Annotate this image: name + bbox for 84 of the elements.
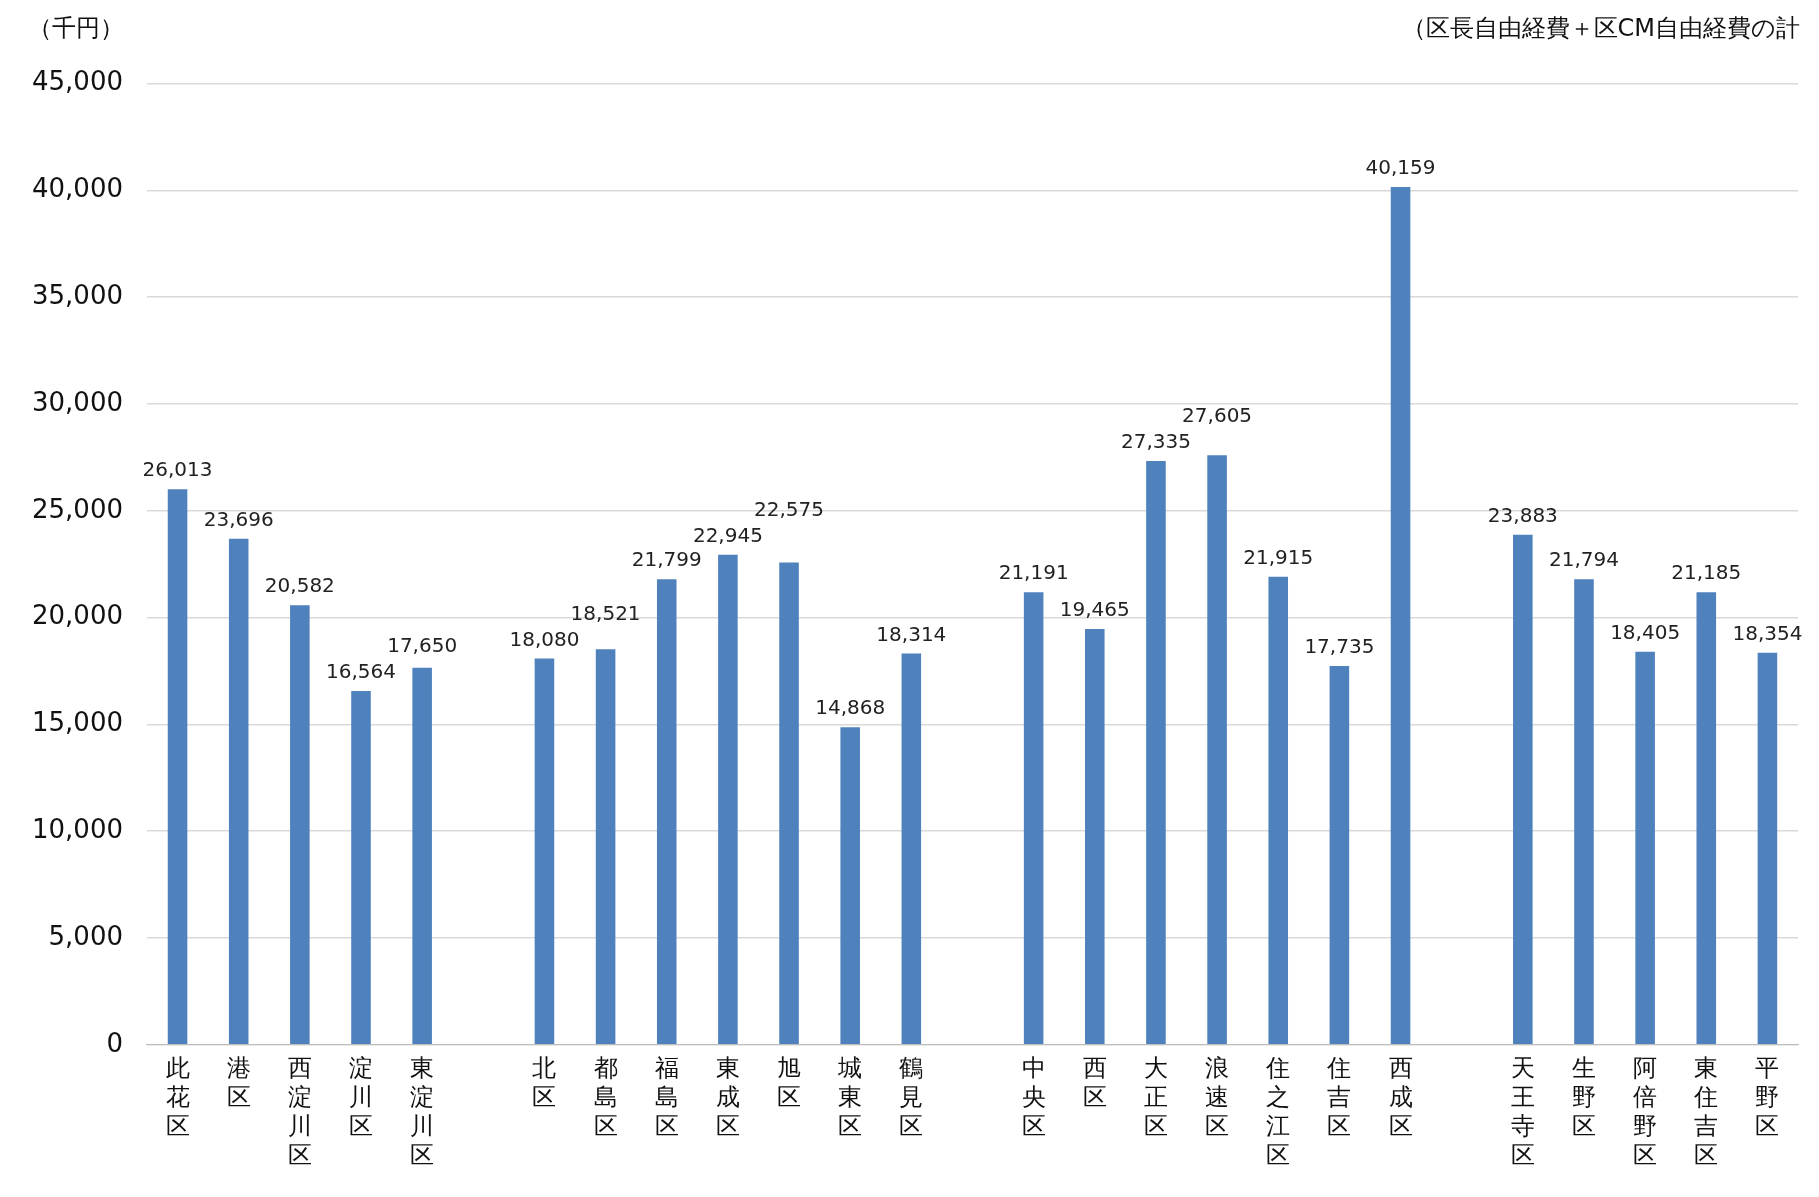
x-tick-label: 天王寺区	[1510, 1054, 1535, 1169]
bar	[290, 605, 310, 1045]
data-label: 18,354	[1732, 620, 1803, 645]
x-tick-label: 此花区	[165, 1054, 190, 1141]
data-label: 17,650	[387, 633, 458, 658]
x-tick-label: 都島区	[593, 1054, 618, 1141]
data-label: 23,696	[203, 506, 274, 531]
y-axis-title: （千円）	[28, 13, 124, 44]
x-tick-label: 大正区	[1143, 1054, 1168, 1141]
data-label: 21,185	[1671, 560, 1742, 585]
x-tick-label: 北区	[532, 1054, 557, 1112]
data-label: 26,013	[142, 457, 213, 482]
bar	[534, 658, 555, 1045]
data-label: 18,080	[509, 626, 580, 651]
bar	[1574, 579, 1594, 1045]
data-label: 20,582	[264, 573, 335, 598]
data-label: 17,735	[1304, 634, 1375, 659]
bar	[840, 727, 860, 1045]
data-label: 21,794	[1548, 547, 1619, 572]
data-label: 23,883	[1487, 502, 1558, 527]
x-tick-label: 西成区	[1388, 1054, 1413, 1141]
text: （区長自由経費＋区CM自由経費の計	[1401, 13, 1800, 44]
bar	[1023, 592, 1044, 1045]
data-label: 27,335	[1120, 429, 1191, 454]
data-label: 18,521	[570, 600, 641, 625]
bar	[412, 667, 432, 1045]
bar	[1146, 460, 1166, 1045]
x-tick-label: 城東区	[837, 1054, 863, 1141]
bar	[1696, 592, 1717, 1045]
x-tick-label: 旭区	[777, 1054, 802, 1112]
y-tick-label: 40,000	[31, 173, 123, 204]
x-tick-label: 住之江区	[1265, 1054, 1291, 1169]
x-tick-label: 生野区	[1571, 1054, 1596, 1141]
y-tick-label: 25,000	[31, 493, 123, 524]
data-label: 14,868	[815, 695, 886, 720]
bar	[595, 649, 616, 1045]
x-tick-label: 鶴見区	[899, 1054, 924, 1141]
x-tick-label: 住吉区	[1326, 1054, 1352, 1141]
bar	[1635, 651, 1655, 1045]
y-tick-label: 10,000	[31, 813, 123, 844]
x-tick-label: 淀川区	[349, 1054, 373, 1141]
bar	[228, 538, 249, 1045]
y-tick-label: 0	[106, 1027, 123, 1058]
data-label: 16,564	[326, 659, 396, 684]
data-label: 21,191	[998, 560, 1069, 585]
y-tick-label: 15,000	[31, 707, 123, 738]
y-tick-label: 20,000	[31, 600, 123, 631]
bar	[901, 653, 922, 1045]
y-tick-label: 5,000	[48, 920, 123, 951]
data-label: 21,799	[631, 547, 702, 572]
x-tick-label: 西区	[1082, 1054, 1107, 1112]
data-label: 27,605	[1182, 403, 1253, 428]
data-label: 22,945	[692, 522, 763, 547]
bar	[351, 690, 371, 1045]
x-tick-label: 西淀川区	[287, 1054, 312, 1169]
data-label: 18,405	[1610, 619, 1681, 644]
data-label: 19,465	[1059, 597, 1130, 622]
y-tick-label: 45,000	[31, 66, 123, 97]
x-tick-label: 港区	[226, 1054, 251, 1112]
bar	[1757, 652, 1778, 1045]
bar	[1207, 455, 1227, 1045]
y-tick-label: 35,000	[31, 279, 123, 310]
x-tick-label: 平野区	[1755, 1054, 1780, 1141]
x-tick-label: 浪速区	[1205, 1054, 1230, 1141]
bar	[1513, 534, 1533, 1045]
bar	[779, 562, 799, 1045]
bar	[656, 579, 677, 1045]
bar	[1390, 187, 1411, 1045]
bar	[718, 554, 738, 1045]
x-tick-label: 中央区	[1021, 1054, 1046, 1141]
bar	[1329, 665, 1350, 1045]
y-tick-label: 30,000	[31, 386, 123, 417]
data-label: 21,915	[1243, 544, 1314, 569]
x-tick-label: 東成区	[715, 1054, 740, 1141]
bar	[1085, 629, 1105, 1045]
bar	[167, 489, 188, 1045]
x-tick-label: 福島区	[654, 1054, 679, 1141]
data-label: 22,575	[754, 496, 825, 521]
data-label: 40,159	[1365, 155, 1436, 180]
x-tick-label: 阿倍野区	[1633, 1054, 1658, 1169]
bar	[1268, 576, 1289, 1045]
data-label: 18,314	[876, 621, 947, 646]
x-tick-label: 東淀川区	[410, 1054, 435, 1169]
x-tick-label: 東住吉区	[1693, 1054, 1719, 1169]
